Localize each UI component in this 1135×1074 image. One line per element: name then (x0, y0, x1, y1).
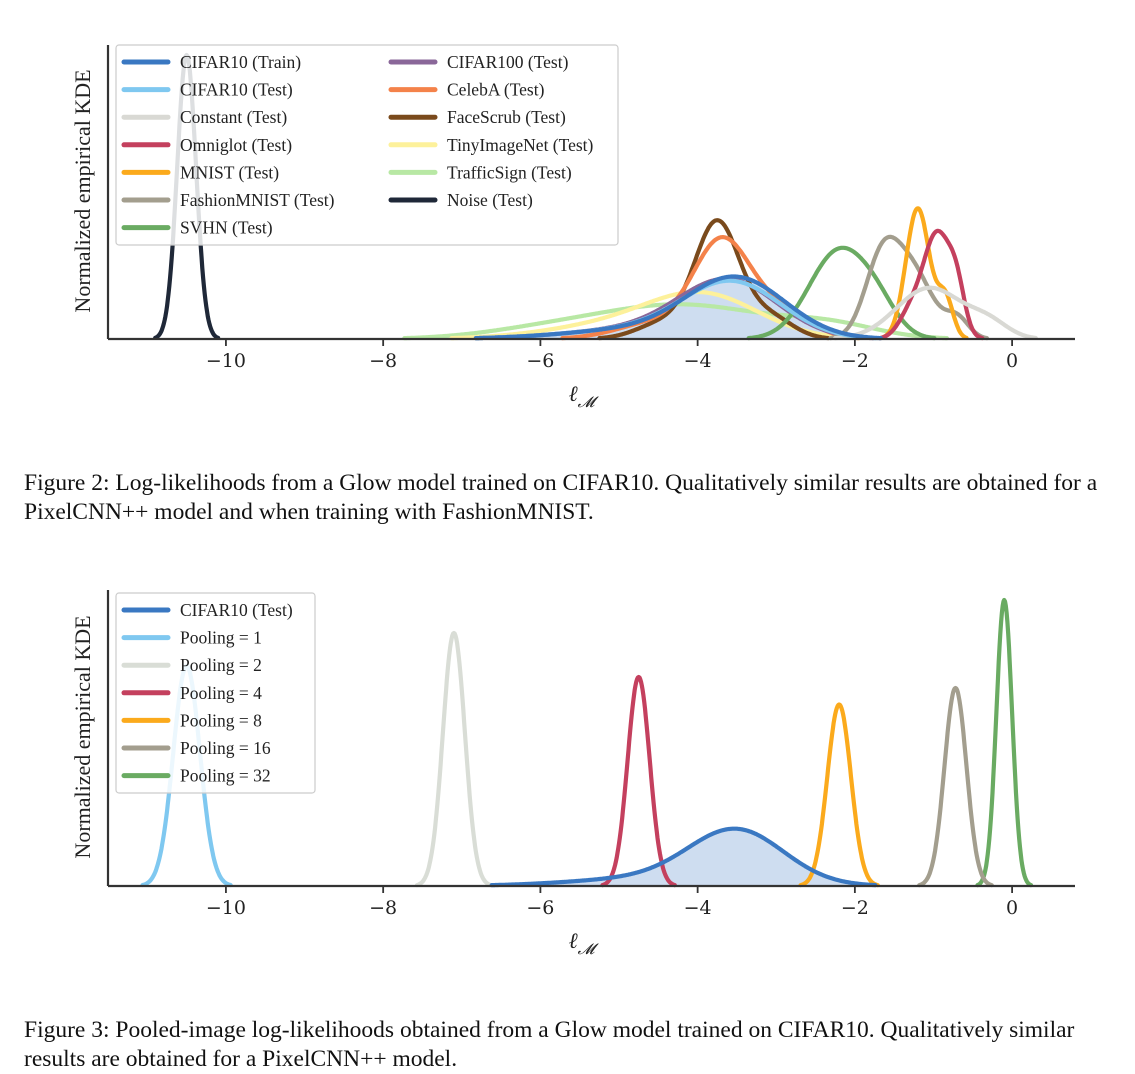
legend-label-trafficsign-test: TrafficSign (Test) (447, 162, 572, 182)
legend-box (115, 44, 619, 246)
legend-label-facescrub-test: FaceScrub (Test) (447, 107, 566, 127)
series-line-mnist-test (878, 206, 969, 341)
series-line-pooling-4 (600, 674, 677, 888)
legend-label-mnist-test: MNIST (Test) (180, 162, 279, 182)
legend-label-pooling-1: Pooling = 1 (180, 628, 262, 648)
x-axis-label: ℓ𝓜 (569, 928, 600, 958)
legend-label-pooling-8: Pooling = 8 (180, 710, 262, 730)
x-tick-label: −2 (841, 897, 869, 919)
y-axis-label: Normalized empirical KDE (70, 69, 95, 312)
series-line-pooling-2 (414, 630, 493, 888)
x-tick-label: −6 (526, 350, 554, 372)
figure-2-caption: Figure 2: Log-likelihoods from a Glow mo… (24, 470, 1098, 525)
legend-label-celeba-test: CelebA (Test) (447, 80, 545, 100)
legend-label-omniglot-test: Omniglot (Test) (180, 135, 292, 155)
y-axis-label: Normalized empirical KDE (70, 615, 95, 858)
series-fill-cifar10-test (131, 828, 1036, 886)
plot-area (131, 597, 1036, 888)
x-tick-label: −10 (206, 897, 246, 919)
legend: CIFAR10 (Test) Pooling = 1 Pooling = 2 Pool… (115, 592, 316, 794)
legend-label-pooling-16: Pooling = 16 (180, 738, 271, 758)
x-tick-label: −8 (369, 897, 397, 919)
series-line-cifar10-train (473, 274, 883, 341)
series-line-svhn-test (746, 245, 937, 341)
series-line-pooling-8 (798, 702, 880, 888)
legend-label-tinyimagenet-test: TinyImageNet (Test) (447, 135, 594, 155)
x-tick-label: 0 (1006, 897, 1018, 919)
plot-area (131, 52, 1038, 341)
legend-label-svhn-test: SVHN (Test) (180, 218, 273, 238)
x-tick-label: −4 (684, 350, 712, 372)
series-line-constant-test (833, 285, 1038, 341)
x-tick-label: −8 (369, 350, 397, 372)
x-tick-label: −2 (841, 350, 869, 372)
figure-2-chart: −10 −8 −6 −4 −2 0 Normalized empirical KDE ℓ𝓜 CI… (70, 44, 1075, 411)
figure-3-chart: −10 −8 −6 −4 −2 0 Normalized empirical KDE ℓ𝓜 CI… (70, 590, 1075, 958)
legend-label-pooling-32: Pooling = 32 (180, 766, 271, 786)
x-tick-label: −10 (206, 350, 246, 372)
x-axis-label: ℓ𝓜 (569, 381, 600, 411)
x-tick-label: 0 (1006, 350, 1018, 372)
x-tick-label: −4 (684, 897, 712, 919)
legend-box (115, 592, 316, 794)
legend-label-constant-test: Constant (Test) (180, 107, 287, 127)
legend-label-cifar10-test: CIFAR10 (Test) (180, 600, 293, 620)
legend-label-cifar10-train: CIFAR10 (Train) (180, 52, 301, 72)
x-tick-label: −6 (526, 897, 554, 919)
legend: CIFAR10 (Train) CIFAR10 (Test) Constant (T… (115, 44, 619, 246)
legend-label-fashionmnist-test: FashionMNIST (Test) (180, 190, 335, 210)
legend-label-cifar10-test: CIFAR10 (Test) (180, 80, 293, 100)
legend-label-pooling-4: Pooling = 4 (180, 683, 262, 703)
figure-3-caption: Figure 3: Pooled-image log-likelihoods o… (24, 1017, 1075, 1072)
legend-label-pooling-2: Pooling = 2 (180, 655, 262, 675)
series-line-pooling-16 (917, 685, 994, 888)
series-line-facescrub-test (597, 218, 831, 341)
legend-label-noise-test: Noise (Test) (447, 190, 533, 210)
series-line-cifar10-test (489, 826, 878, 888)
legend-label-cifar100-test: CIFAR100 (Test) (447, 52, 569, 72)
series-line-pooling-32 (975, 597, 1034, 888)
